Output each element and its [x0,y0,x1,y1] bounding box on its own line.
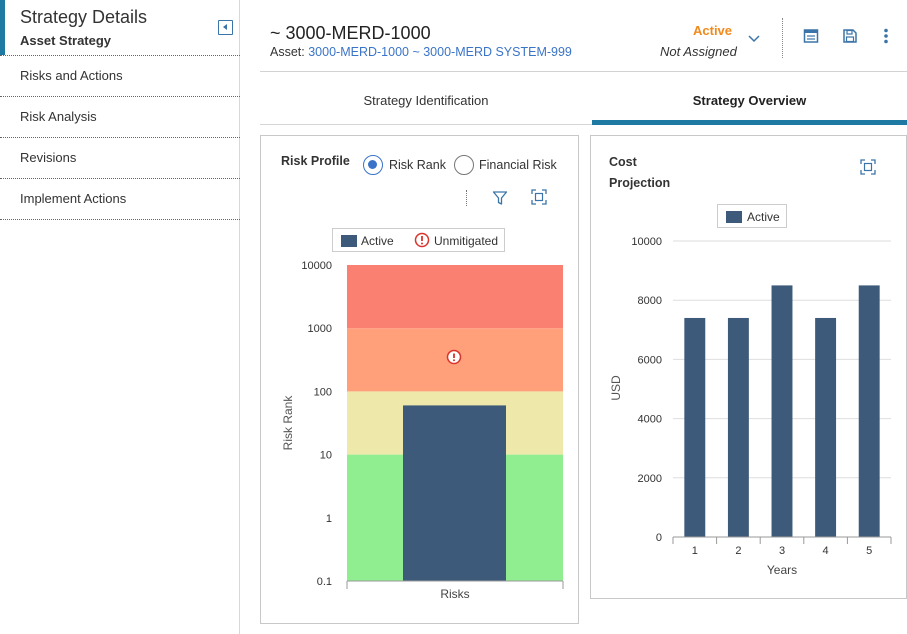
risk-y-axis-label: Risk Rank [281,395,295,451]
cost-chart-legend: Active [717,204,787,228]
risk-bar-active [403,405,506,581]
risk-chart-legend: Active Unmitigated [332,228,505,252]
risk-profile-title: Risk Profile [281,154,350,168]
sidebar-header: Strategy Details Asset Strategy [0,0,240,56]
risk-y-tick-label: 1 [326,513,332,525]
page-title: ~ 3000-MERD-1000 [270,23,431,43]
risk-y-tick-label: 10 [320,450,332,462]
sidebar: Strategy Details Asset Strategy Risks an… [0,0,240,634]
sidebar-item-implement-actions[interactable]: Implement Actions [0,179,240,220]
collapse-sidebar-icon[interactable] [218,20,233,35]
legend-label-active: Active [361,234,394,248]
cost-y-tick-label: 10000 [631,236,662,248]
toolbar-divider [466,190,467,206]
sidebar-accent-bar [0,0,5,55]
legend-swatch-active [341,235,357,247]
more-options-icon[interactable] [878,28,894,44]
financial-risk-label: Financial Risk [479,158,557,172]
cost-x-tick-label: 4 [823,545,829,557]
tab-strategy-identification[interactable]: Strategy Identification [260,78,592,125]
sidebar-item-revisions[interactable]: Revisions [0,138,240,179]
cost-projection-title: Cost Projection [609,155,671,190]
header-divider [782,18,783,58]
cost-bar-year-1 [684,317,706,537]
risk-y-tick-label: 0.1 [317,576,332,588]
table-view-icon[interactable] [803,28,819,44]
unmitigated-icon [414,232,430,248]
sidebar-title: Strategy Details [20,7,148,27]
risk-profile-chart: 0.1 1 10 100 1000 10000 Risks Risk Rank [281,260,564,601]
cost-expand-icon[interactable] [860,159,876,175]
sidebar-item-risks-and-actions[interactable]: Risks and Actions [0,56,240,97]
cost-x-tick-label: 3 [779,545,785,557]
save-icon[interactable] [842,28,858,44]
risk-band-3 [347,265,563,329]
financial-risk-radio[interactable] [454,155,474,175]
risk-y-tick-label: 100 [314,386,332,398]
cost-bar-year-5 [858,285,880,537]
chevron-down-icon[interactable] [748,33,760,43]
risk-x-axis-label: Risks [440,587,469,601]
header-rule [260,71,907,72]
sidebar-item-risk-analysis[interactable]: Risk Analysis [0,97,240,138]
expand-icon[interactable] [531,189,547,205]
cost-x-tick-label: 2 [735,545,741,557]
cost-y-tick-label: 4000 [638,414,662,426]
cost-y-tick-label: 6000 [638,354,662,366]
assignment-status: Not Assigned [660,44,737,59]
sidebar-subtitle: Asset Strategy [20,33,112,48]
cost-y-axis-label: USD [609,375,623,401]
legend-label-unmitigated: Unmitigated [434,234,499,248]
cost-y-tick-label: 8000 [638,295,662,307]
cost-bar-year-4 [815,317,837,537]
asset-prefix: Asset: [270,45,305,59]
cost-bar-year-2 [727,317,749,537]
cost-bar-year-3 [771,285,793,537]
risk-rank-label: Risk Rank [389,158,446,172]
asset-line: Asset: 3000-MERD-1000 ~ 3000-MERD SYSTEM… [270,45,572,59]
asset-link[interactable]: 3000-MERD-1000 ~ 3000-MERD SYSTEM-999 [308,45,572,59]
unmitigated-marker-dot [453,359,455,362]
risk-y-tick-label: 1000 [308,323,332,335]
cost-legend-swatch-active [726,211,742,223]
cost-y-tick-label: 2000 [638,473,662,485]
cost-legend-label-active: Active [747,210,780,224]
cost-x-tick-label: 1 [692,545,698,557]
tab-strategy-overview[interactable]: Strategy Overview [592,78,907,125]
cost-x-tick-label: 5 [866,545,872,557]
cost-projection-chart: 0 2000 4000 6000 8000 10000 1 2 3 4 5 Years USD [609,236,892,577]
cost-y-tick-label: 0 [656,532,662,544]
cost-x-axis-label: Years [767,563,797,577]
risk-y-tick-label: 10000 [301,260,332,272]
risk-rank-radio[interactable] [363,155,383,175]
status-badge: Active [693,23,733,38]
filter-icon[interactable] [492,190,508,206]
